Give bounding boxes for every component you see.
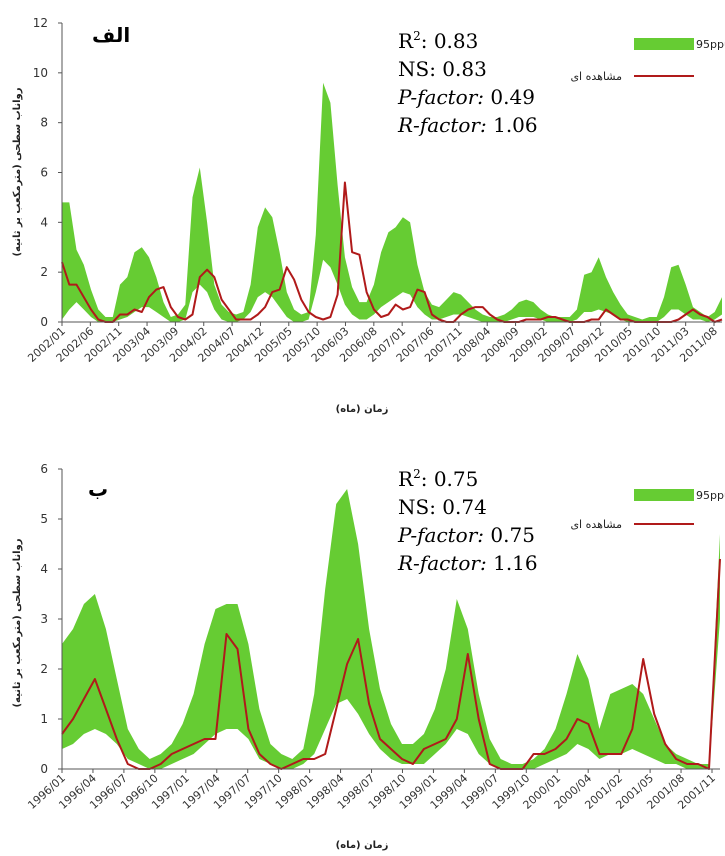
r-factor-value-a: 1.06	[493, 113, 538, 137]
95ppu-band-b	[62, 489, 720, 769]
y-tick-label-a: 12	[33, 16, 48, 30]
y-tick-label-b: 1	[40, 712, 48, 726]
95ppu-band-a	[62, 82, 722, 322]
legend-band-swatch-a	[634, 38, 694, 50]
ns-value-b: 0.74	[442, 495, 487, 519]
panel-b-label: ب	[88, 477, 108, 501]
r2-value-a: 0.83	[434, 29, 479, 53]
svg-text:NS: 0.74: NS: 0.74	[398, 495, 487, 519]
x-axis-label-b: زمان (ماه)	[336, 840, 389, 851]
y-tick-label-b: 2	[40, 662, 48, 676]
svg-text:NS: 0.83: NS: 0.83	[398, 57, 487, 81]
y-tick-label-a: 0	[40, 315, 48, 329]
r2-value-b: 0.75	[434, 467, 479, 491]
y-tick-label-b: 6	[40, 462, 48, 476]
y-tick-label-b: 0	[40, 762, 48, 776]
p-factor-value-a: 0.49	[490, 85, 535, 109]
svg-text:R-factor: 1.06: R-factor: 1.06	[397, 113, 538, 137]
ns-value-a: 0.83	[442, 57, 487, 81]
stats-a: R2: 0.83 NS: 0.83 P-factor: 0.49 R-facto…	[397, 29, 538, 137]
svg-text:R2: 0.83: R2: 0.83	[398, 29, 478, 53]
y-tick-label-a: 2	[40, 265, 48, 279]
y-tick-label-a: 4	[40, 215, 48, 229]
legend-a: 95ppu مشاهده ای	[570, 38, 725, 83]
y-tick-label-a: 6	[40, 166, 48, 180]
y-tick-label-a: 10	[33, 66, 48, 80]
svg-text:P-factor: 0.75: P-factor: 0.75	[397, 523, 535, 547]
legend-band-swatch-b	[634, 489, 694, 501]
legend-b: 95ppu مشاهده ای	[570, 489, 725, 531]
legend-line-label-a: مشاهده ای	[570, 70, 622, 83]
y-tick-label-b: 4	[40, 562, 48, 576]
legend-band-label-b: 95ppu	[696, 489, 725, 502]
r-factor-value-b: 1.16	[493, 551, 538, 575]
stats-b: R2: 0.75 NS: 0.74 P-factor: 0.75 R-facto…	[397, 467, 538, 575]
x-axis-label-a: زمان (ماه)	[336, 404, 389, 415]
observed-line-a	[61, 181, 723, 323]
p-factor-value-b: 0.75	[490, 523, 535, 547]
y-tick-label-b: 5	[40, 512, 48, 526]
y-axis-label-b: رواناب سطحی (مترمکعب بر ثانیه)	[12, 538, 23, 707]
svg-text:R-factor: 1.16: R-factor: 1.16	[397, 551, 538, 575]
y-axis-label-a: رواناب سطحی (مترمکعب بر ثانیه)	[12, 87, 23, 256]
svg-text:P-factor: 0.49: P-factor: 0.49	[397, 85, 535, 109]
legend-line-label-b: مشاهده ای	[570, 518, 622, 531]
y-tick-label-a: 8	[40, 116, 48, 130]
observed-line-b	[61, 558, 721, 770]
y-tick-label-b: 3	[40, 612, 48, 626]
legend-band-label-a: 95ppu	[696, 38, 725, 51]
panel-a-label: الف	[92, 23, 130, 47]
svg-text:R2: 0.75: R2: 0.75	[398, 467, 478, 491]
